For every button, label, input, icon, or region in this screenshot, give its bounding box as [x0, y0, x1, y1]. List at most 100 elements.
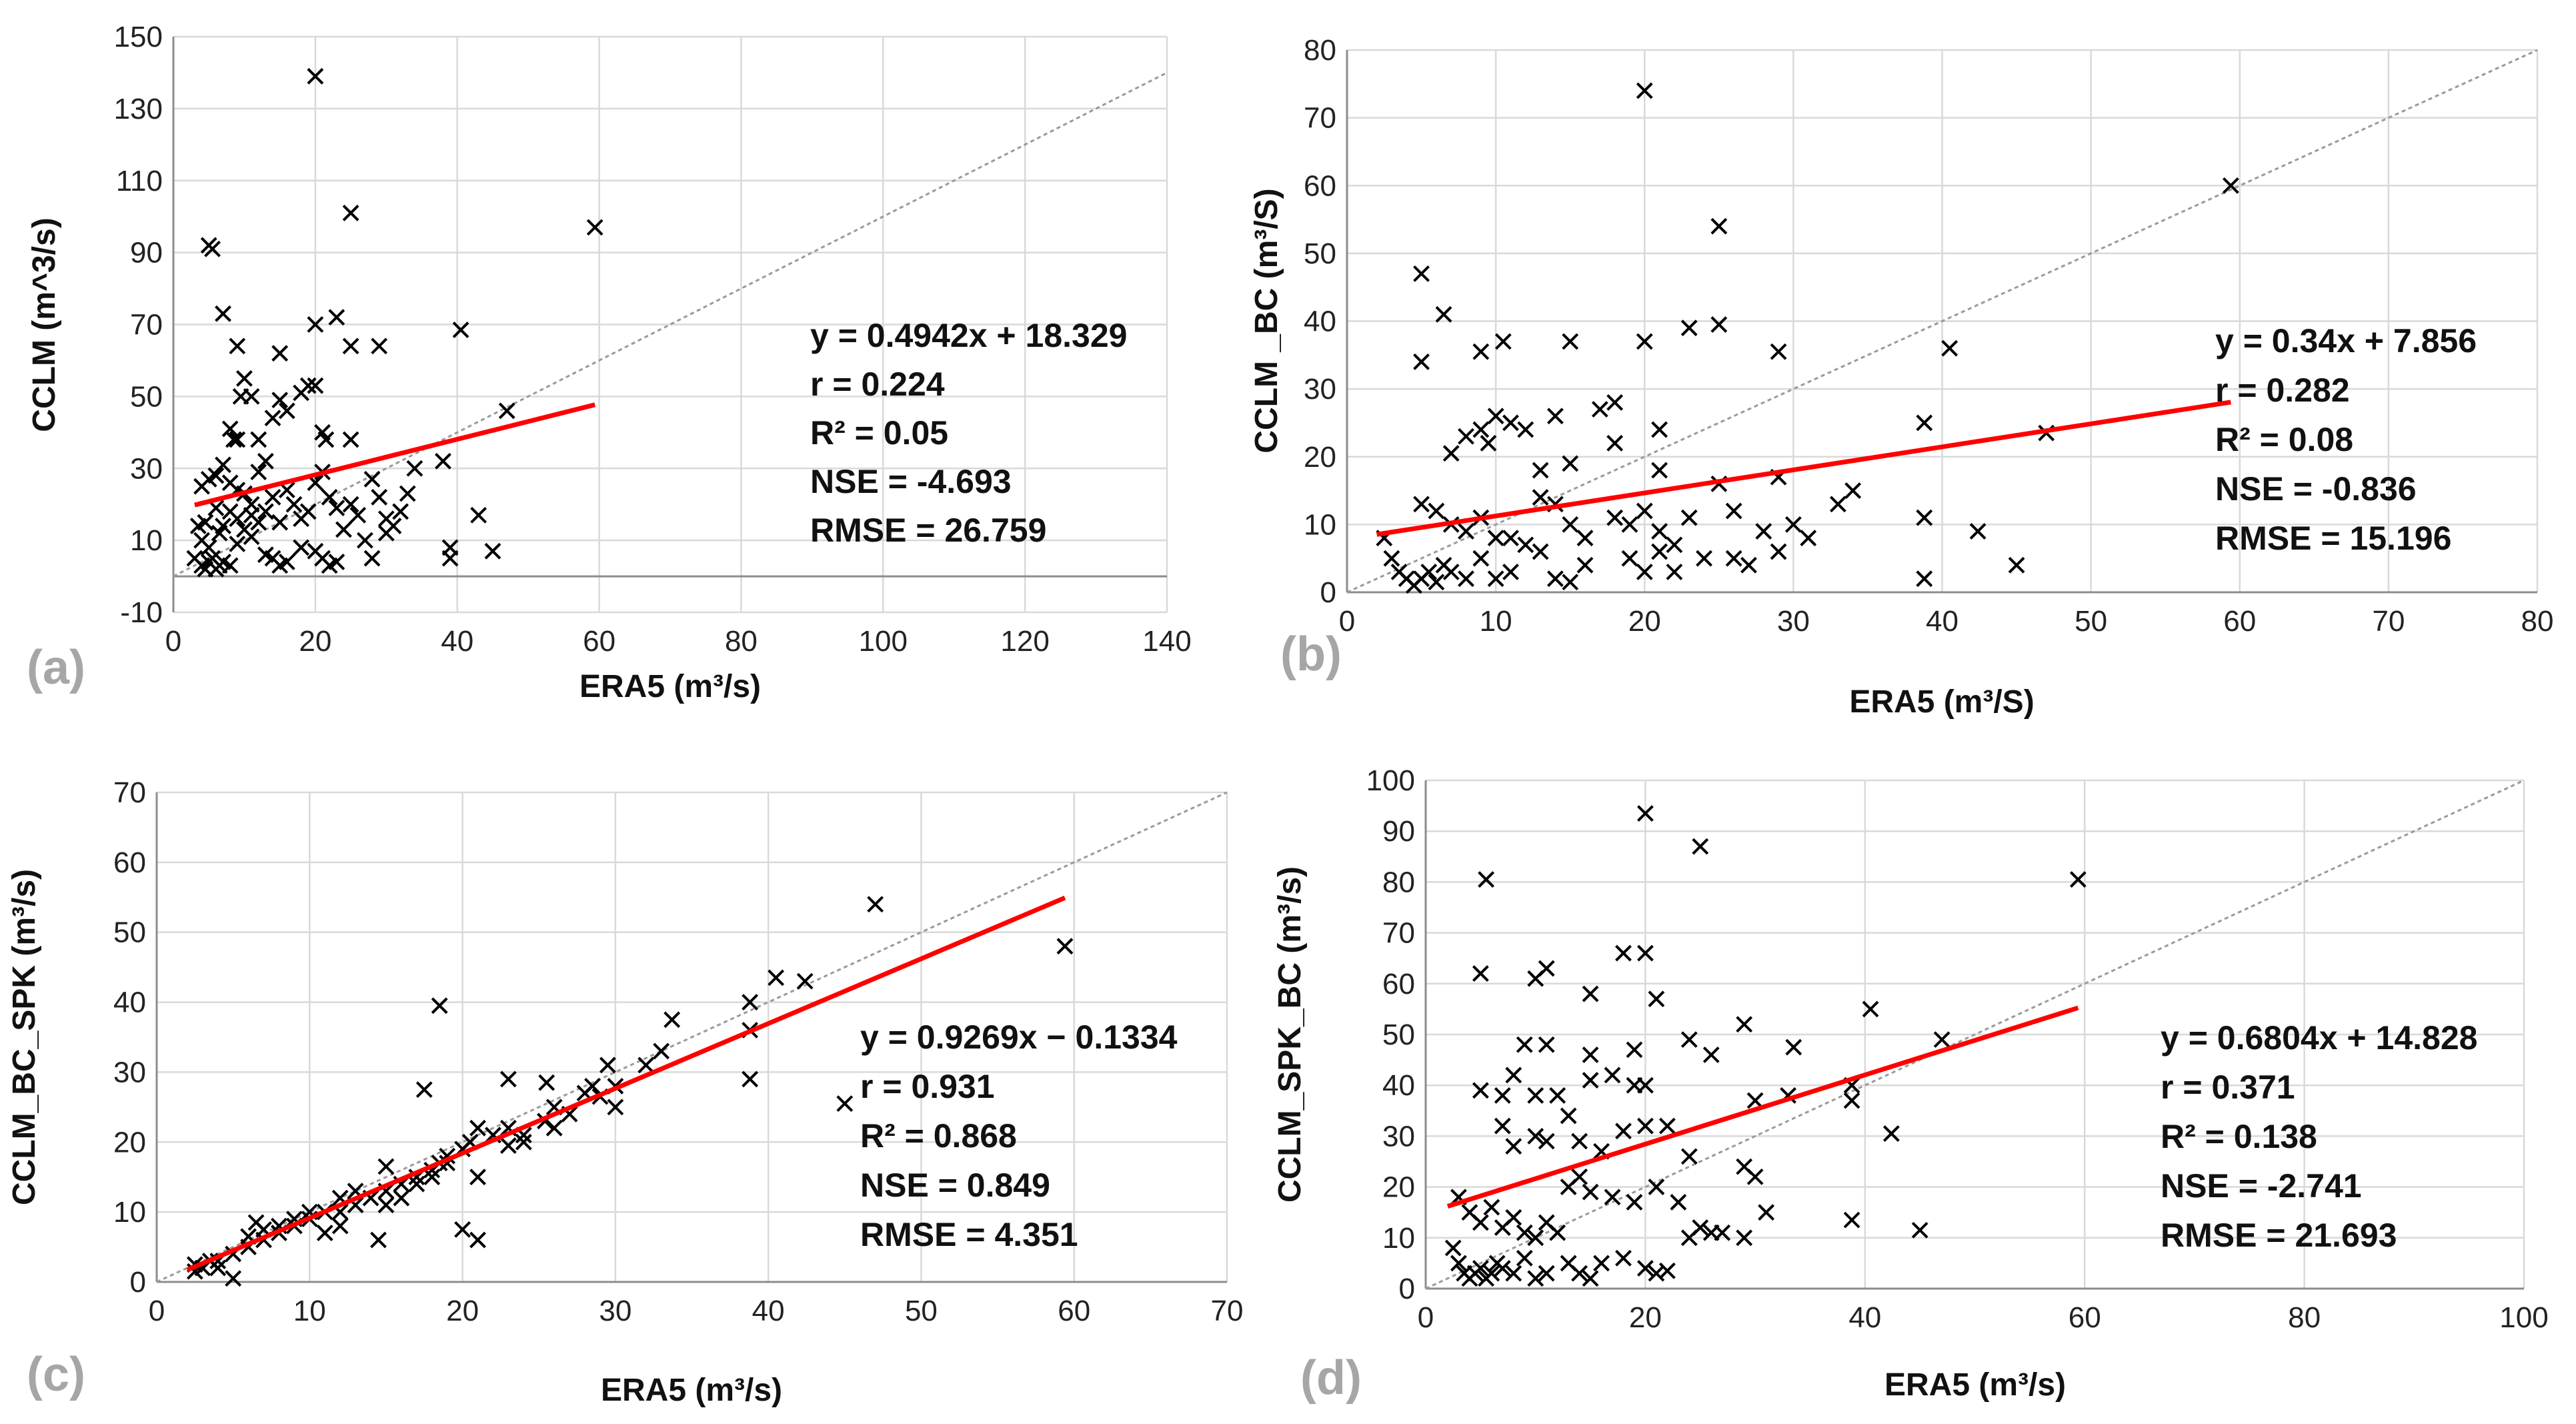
data-point: [2222, 177, 2239, 194]
data-point: [1494, 1087, 1511, 1104]
data-point-stroke: [1516, 1036, 1533, 1053]
data-point: [1487, 408, 1504, 425]
data-point-stroke: [1636, 944, 1654, 962]
data-point-stroke: [1472, 965, 1489, 982]
data-point-stroke: [1626, 1077, 1643, 1094]
regression-stat: NSE = 0.849: [860, 1167, 1050, 1204]
data-point: [225, 1270, 242, 1287]
data-point-stroke: [293, 384, 309, 402]
data-point-stroke: [1702, 1046, 1720, 1063]
data-point: [1527, 1087, 1544, 1104]
y-tick-label: 30: [1304, 373, 1336, 406]
data-point-stroke: [796, 972, 814, 990]
data-point: [356, 532, 373, 549]
data-point: [742, 1071, 759, 1088]
regression-stat: r = 0.282: [2215, 372, 2350, 409]
data-point-stroke: [406, 460, 423, 477]
data-point-stroke: [1582, 1072, 1599, 1089]
data-point-stroke: [1800, 530, 1817, 547]
data-point: [215, 456, 231, 474]
data-point: [1494, 333, 1512, 350]
y-tick-label: 50: [1304, 237, 1336, 270]
data-point-stroke: [1527, 970, 1544, 987]
y-tick-label: 50: [113, 916, 146, 949]
data-point-stroke: [1562, 455, 1579, 472]
data-point: [1740, 556, 1757, 574]
data-point: [1472, 421, 1490, 438]
data-point: [1692, 838, 1709, 855]
data-point: [1487, 570, 1504, 588]
data-point-stroke: [1494, 1087, 1511, 1104]
data-point-stroke: [255, 1221, 272, 1238]
data-point-stroke: [1582, 1270, 1599, 1287]
data-point-stroke: [285, 496, 303, 513]
data-point: [257, 453, 274, 470]
data-point: [1516, 1249, 1533, 1267]
regression-stat: R² = 0.138: [2161, 1118, 2317, 1155]
data-point: [1413, 265, 1430, 282]
data-point: [1746, 1168, 1764, 1185]
data-point-stroke: [1576, 556, 1594, 574]
data-point-stroke: [229, 510, 246, 528]
regression-stat: r = 0.371: [2161, 1069, 2295, 1106]
y-tick-label: 70: [1304, 102, 1336, 135]
panel-d: 0 10 20 30 40 50 60 70 80 90 100 0 20 40 60 80 100 y = 0.…: [1272, 764, 2549, 1405]
y-tick-label: 50: [130, 380, 163, 413]
y-tick-label: 150: [114, 21, 163, 53]
data-point-stroke: [1056, 938, 1074, 955]
data-point: [653, 1042, 670, 1060]
y-tick-label: 130: [114, 93, 163, 125]
regression-line: [1376, 400, 2231, 537]
data-point: [1651, 543, 1668, 560]
data-point-stroke: [1636, 564, 1653, 580]
data-point-stroke: [545, 1119, 563, 1137]
data-point: [328, 309, 345, 326]
y-tick-label: 30: [130, 452, 163, 485]
data-point-stroke: [271, 392, 289, 409]
data-point: [342, 496, 359, 513]
data-point: [1562, 574, 1579, 591]
data-point: [221, 420, 239, 438]
data-point-stroke: [307, 377, 324, 394]
data-point-stroke: [1487, 570, 1504, 588]
data-point-stroke: [1844, 482, 1862, 499]
data-point-stroke: [1494, 1117, 1511, 1135]
data-point: [1478, 871, 1494, 888]
data-point: [586, 219, 603, 236]
regression-stat: y = 0.9269x − 0.1334: [860, 1018, 1178, 1056]
data-point: [1680, 1031, 1698, 1048]
data-point-stroke: [1478, 871, 1494, 888]
data-point: [1527, 1127, 1544, 1145]
data-point: [1502, 414, 1519, 432]
data-point: [1538, 1133, 1555, 1150]
data-point-stroke: [1505, 1138, 1522, 1155]
panel-b: 0 10 20 30 40 50 60 70 80 0 10 20 30 40 50 60 70 80 y = 0.…: [1249, 34, 2553, 720]
x-axis-title: ERA5 (m³/S): [1849, 684, 2034, 720]
data-point-stroke: [1680, 1148, 1698, 1165]
data-point-stroke: [347, 1197, 364, 1214]
data-point: [435, 453, 451, 470]
data-point-stroke: [1648, 1265, 1665, 1282]
data-point-stroke: [599, 1056, 616, 1074]
data-point-stroke: [392, 503, 409, 520]
data-point-stroke: [1615, 944, 1632, 962]
data-point: [1680, 509, 1698, 526]
data-point: [1604, 1189, 1621, 1206]
data-point-stroke: [653, 1042, 670, 1060]
data-point-stroke: [371, 488, 388, 506]
y-tick-label: 70: [113, 776, 146, 809]
data-point: [1538, 1036, 1555, 1053]
x-tick-label: 10: [293, 1295, 326, 1327]
data-point: [1532, 489, 1549, 506]
data-point-stroke: [370, 1231, 387, 1249]
data-point: [1621, 516, 1638, 533]
data-point-stroke: [1636, 805, 1654, 822]
x-tick-label: 100: [859, 625, 908, 658]
x-axis-title: ERA5 (m³/s): [1884, 1367, 2066, 1403]
data-point: [1472, 343, 1490, 360]
y-tick-label: 40: [113, 986, 146, 1019]
y-tick-label: 60: [113, 846, 146, 879]
x-tick-label: 50: [905, 1295, 938, 1327]
data-point: [1532, 462, 1549, 479]
data-point-stroke: [1648, 1179, 1665, 1196]
